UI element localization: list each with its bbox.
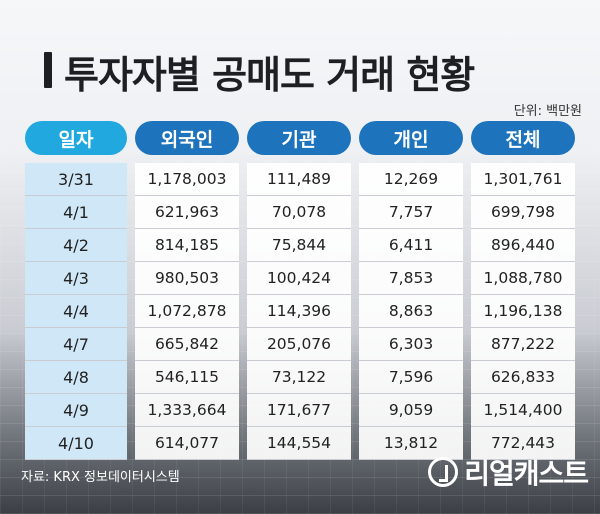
value-cell: 100,424 — [247, 262, 351, 295]
column-header: 일자 — [25, 121, 127, 155]
logo-text: 리얼캐스트 — [464, 457, 589, 490]
title-accent-bar — [44, 52, 52, 88]
column-header: 전체 — [471, 121, 575, 155]
value-cell: 546,115 — [135, 361, 239, 394]
table-row: 4/4 1,072,878 114,396 8,863 1,196,138 — [25, 295, 575, 328]
table-row: 4/3 980,503 100,424 7,853 1,088,780 — [25, 262, 575, 295]
value-cell: 1,178,003 — [135, 163, 239, 196]
date-cell: 4/8 — [25, 361, 127, 394]
value-cell: 9,059 — [359, 394, 463, 427]
date-cell: 4/4 — [25, 295, 127, 328]
table-row: 4/2 814,185 75,844 6,411 896,440 — [25, 229, 575, 262]
value-cell: 7,853 — [359, 262, 463, 295]
value-cell: 8,863 — [359, 295, 463, 328]
date-cell: 4/10 — [25, 427, 127, 460]
value-cell: 73,122 — [247, 361, 351, 394]
value-cell: 814,185 — [135, 229, 239, 262]
value-cell: 12,269 — [359, 163, 463, 196]
value-cell: 772,443 — [471, 427, 575, 460]
value-cell: 70,078 — [247, 196, 351, 229]
value-cell: 621,963 — [135, 196, 239, 229]
logo-mark-icon — [428, 457, 459, 487]
table-row: 4/8 546,115 73,122 7,596 626,833 — [25, 361, 575, 394]
value-cell: 13,812 — [359, 427, 463, 460]
table-row: 4/9 1,333,664 171,677 9,059 1,514,400 — [25, 394, 575, 427]
value-cell: 1,301,761 — [471, 163, 575, 196]
value-cell: 626,833 — [471, 361, 575, 394]
value-cell: 7,596 — [359, 361, 463, 394]
value-cell: 144,554 — [247, 427, 351, 460]
date-cell: 4/9 — [25, 394, 127, 427]
value-cell: 1,196,138 — [471, 295, 575, 328]
source-note: 자료: KRX 정보데이터시스템 — [21, 470, 180, 485]
table-header-row: 일자 외국인 기관 개인 전체 — [25, 121, 575, 159]
table-body: 3/31 1,178,003 111,489 12,269 1,301,761 4/1 62… — [25, 163, 575, 460]
value-cell: 980,503 — [135, 262, 239, 295]
column-header: 개인 — [359, 121, 463, 155]
date-cell: 4/2 — [25, 229, 127, 262]
page-title: 투자자별 공매도 거래 현황 — [64, 53, 475, 97]
data-table: 일자 외국인 기관 개인 전체 3/31 1,178,003 111,489 12,269 1,… — [25, 121, 575, 460]
value-cell: 75,844 — [247, 229, 351, 262]
table-row: 4/10 614,077 144,554 13,812 772,443 — [25, 427, 575, 460]
date-cell: 4/1 — [25, 196, 127, 229]
value-cell: 171,677 — [247, 394, 351, 427]
value-cell: 1,072,878 — [135, 295, 239, 328]
value-cell: 699,798 — [471, 196, 575, 229]
table-row: 4/7 665,842 205,076 6,303 877,222 — [25, 328, 575, 361]
date-cell: 4/3 — [25, 262, 127, 295]
value-cell: 877,222 — [471, 328, 575, 361]
date-cell: 3/31 — [25, 163, 127, 196]
value-cell: 1,333,664 — [135, 394, 239, 427]
value-cell: 665,842 — [135, 328, 239, 361]
value-cell: 205,076 — [247, 328, 351, 361]
value-cell: 614,077 — [135, 427, 239, 460]
column-header: 외국인 — [135, 121, 239, 155]
value-cell: 114,396 — [247, 295, 351, 328]
value-cell: 6,411 — [359, 229, 463, 262]
value-cell: 7,757 — [359, 196, 463, 229]
unit-label: 단위: 백만원 — [513, 104, 582, 119]
table-row: 4/1 621,963 70,078 7,757 699,798 — [25, 196, 575, 229]
value-cell: 1,514,400 — [471, 394, 575, 427]
value-cell: 111,489 — [247, 163, 351, 196]
column-header: 기관 — [247, 121, 351, 155]
brand-logo: 리얼캐스트 — [428, 452, 589, 492]
value-cell: 896,440 — [471, 229, 575, 262]
value-cell: 1,088,780 — [471, 262, 575, 295]
table-row: 3/31 1,178,003 111,489 12,269 1,301,761 — [25, 163, 575, 196]
date-cell: 4/7 — [25, 328, 127, 361]
value-cell: 6,303 — [359, 328, 463, 361]
